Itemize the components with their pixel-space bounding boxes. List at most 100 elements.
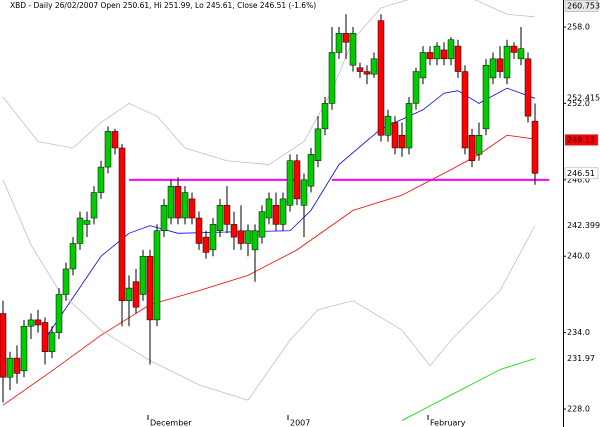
candle-body [202,236,210,253]
price-label-box [564,0,599,12]
candle-body [160,205,168,232]
candle-body [188,198,196,219]
candle-body [503,45,511,79]
candle-body [125,287,133,302]
candle-body [6,357,14,378]
candle-body [69,243,77,270]
candle-body [41,322,49,352]
y-tick-label: 240.0 [567,252,590,261]
candle-body [34,319,42,326]
candle-body [377,20,385,136]
candle-body [454,45,462,72]
candle-body [405,103,413,149]
candle-body [524,58,532,117]
candle-body [90,192,98,219]
candle-body [517,48,525,60]
candle-body [531,120,539,174]
x-tick-label: February [430,419,466,427]
candle-body [349,33,357,66]
candle-body [440,49,448,60]
candle-body [97,166,105,193]
y-tick-label: 228.0 [567,405,590,414]
candle-body [286,160,294,206]
candle-body [279,198,287,225]
candle-body [335,33,343,53]
candle-body [258,211,266,238]
candle-body [146,255,154,321]
candle-body [76,217,84,244]
candle-body [300,179,308,206]
candle-body [244,230,252,244]
candle-body [223,205,231,225]
candle-body [230,224,238,238]
candle-body [272,205,280,225]
candle-body [265,198,273,219]
price-label: 242.399 [567,221,600,230]
candle-body [398,134,406,149]
y-tick-label: 234.0 [567,328,590,337]
candle-body [461,71,469,149]
candle-body [447,39,455,60]
price-label: 249.13 [567,135,595,144]
price-label-box [564,167,599,180]
price-label: 252.415 [567,94,600,103]
candle-body [307,154,315,187]
candle-body [83,220,91,225]
candle-body [314,128,322,161]
candle-body [510,45,518,53]
candle-body [391,122,399,149]
candle-body [482,64,490,130]
price-label: 246.51 [567,169,595,178]
candle-body [412,71,420,104]
y-tick-label: 258.0 [567,22,590,31]
candle-body [13,357,21,374]
candle-body [27,319,35,327]
candle-body [55,294,63,333]
y-tick-label: 252.0 [567,99,590,108]
candle-body [496,58,504,72]
candle-body [174,185,182,219]
candle-body [111,131,119,149]
candle-body [209,224,217,251]
candle-body [132,281,140,308]
indicator-line [401,358,536,421]
candle-body [62,268,70,295]
candle-body [328,52,336,104]
candle-body [356,67,364,72]
candle-body [489,58,497,79]
candle-body [468,134,476,161]
candle-body [139,255,147,295]
candle-body [342,33,350,43]
candle-body [419,52,427,79]
candle-body [181,192,189,219]
candle-body [216,205,224,232]
indicator-line [2,179,536,401]
candle-body [153,230,161,321]
candle-body [104,131,112,168]
candle-body [384,115,392,136]
price-label: 231.97 [567,354,595,363]
indicator-line [44,87,536,340]
candle-body [370,58,378,75]
y-tick-label: 246.0 [567,175,590,184]
candle-body [321,103,329,130]
candle-body [433,45,441,60]
candle-body [475,134,483,155]
price-label-box [564,134,599,146]
candle-body [251,230,259,251]
candle-body [48,332,56,352]
indicator-line [2,0,536,165]
x-tick-label: 2007 [290,419,310,427]
candle-body [293,160,301,200]
candle-body [363,71,371,75]
candle-body [167,185,175,219]
candle-body [426,52,434,60]
x-tick-label: December [150,419,192,427]
candle-body [237,230,245,244]
candle-body [20,326,28,372]
chart-title: XBD - Daily 26/02/2007 Open 250.61, Hi 2… [10,1,316,10]
candle-body [118,147,126,302]
candle-body [0,313,7,378]
price-label: 260.753 [567,2,600,11]
